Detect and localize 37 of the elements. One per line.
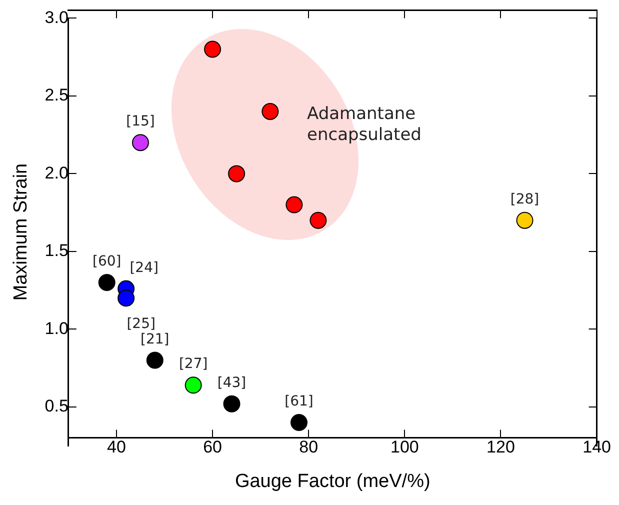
x-tick-label: 40: [107, 438, 126, 457]
point: [184, 376, 202, 394]
annotation: [61]: [284, 393, 314, 410]
annotation: [28]: [510, 191, 540, 208]
y-tick-label: 2.5: [44, 86, 68, 105]
point: [204, 40, 222, 58]
y-tick-label: 0.5: [44, 396, 68, 416]
y-tick-label: 2.0: [44, 163, 68, 182]
point: [286, 196, 303, 214]
point: [228, 165, 246, 182]
annotation: [24]: [130, 260, 158, 276]
annotation: [60]: [92, 254, 122, 270]
y-tick-label: 3.0: [44, 8, 68, 27]
x-tick-label: 80: [299, 438, 318, 457]
annotation: [21]: [140, 331, 170, 348]
annotation: [15]: [126, 114, 155, 130]
y-tick-label: 1.0: [44, 318, 68, 338]
annotation: Adamantane encapsulated: [307, 104, 422, 145]
point: [118, 290, 135, 307]
point: [132, 134, 149, 152]
point: [223, 395, 240, 412]
x-tick-label: 140: [582, 438, 612, 457]
x-tick-label: 120: [486, 438, 515, 457]
point: [98, 274, 116, 292]
point: [146, 352, 164, 369]
point: [262, 102, 279, 120]
annotation: [43]: [217, 374, 246, 391]
annotation: [27]: [178, 356, 208, 372]
x-tick-label: 60: [203, 438, 222, 457]
point: [310, 212, 327, 229]
x-tick-label: 100: [390, 438, 419, 457]
y-tick-label: 1.5: [44, 241, 68, 260]
point: [516, 212, 534, 229]
x-axis-title: Gauge Factor (meV/%): [234, 470, 430, 492]
annotation: [25]: [126, 316, 156, 332]
point: [290, 414, 308, 431]
y-axis-title: Maximum Strain: [10, 163, 32, 301]
